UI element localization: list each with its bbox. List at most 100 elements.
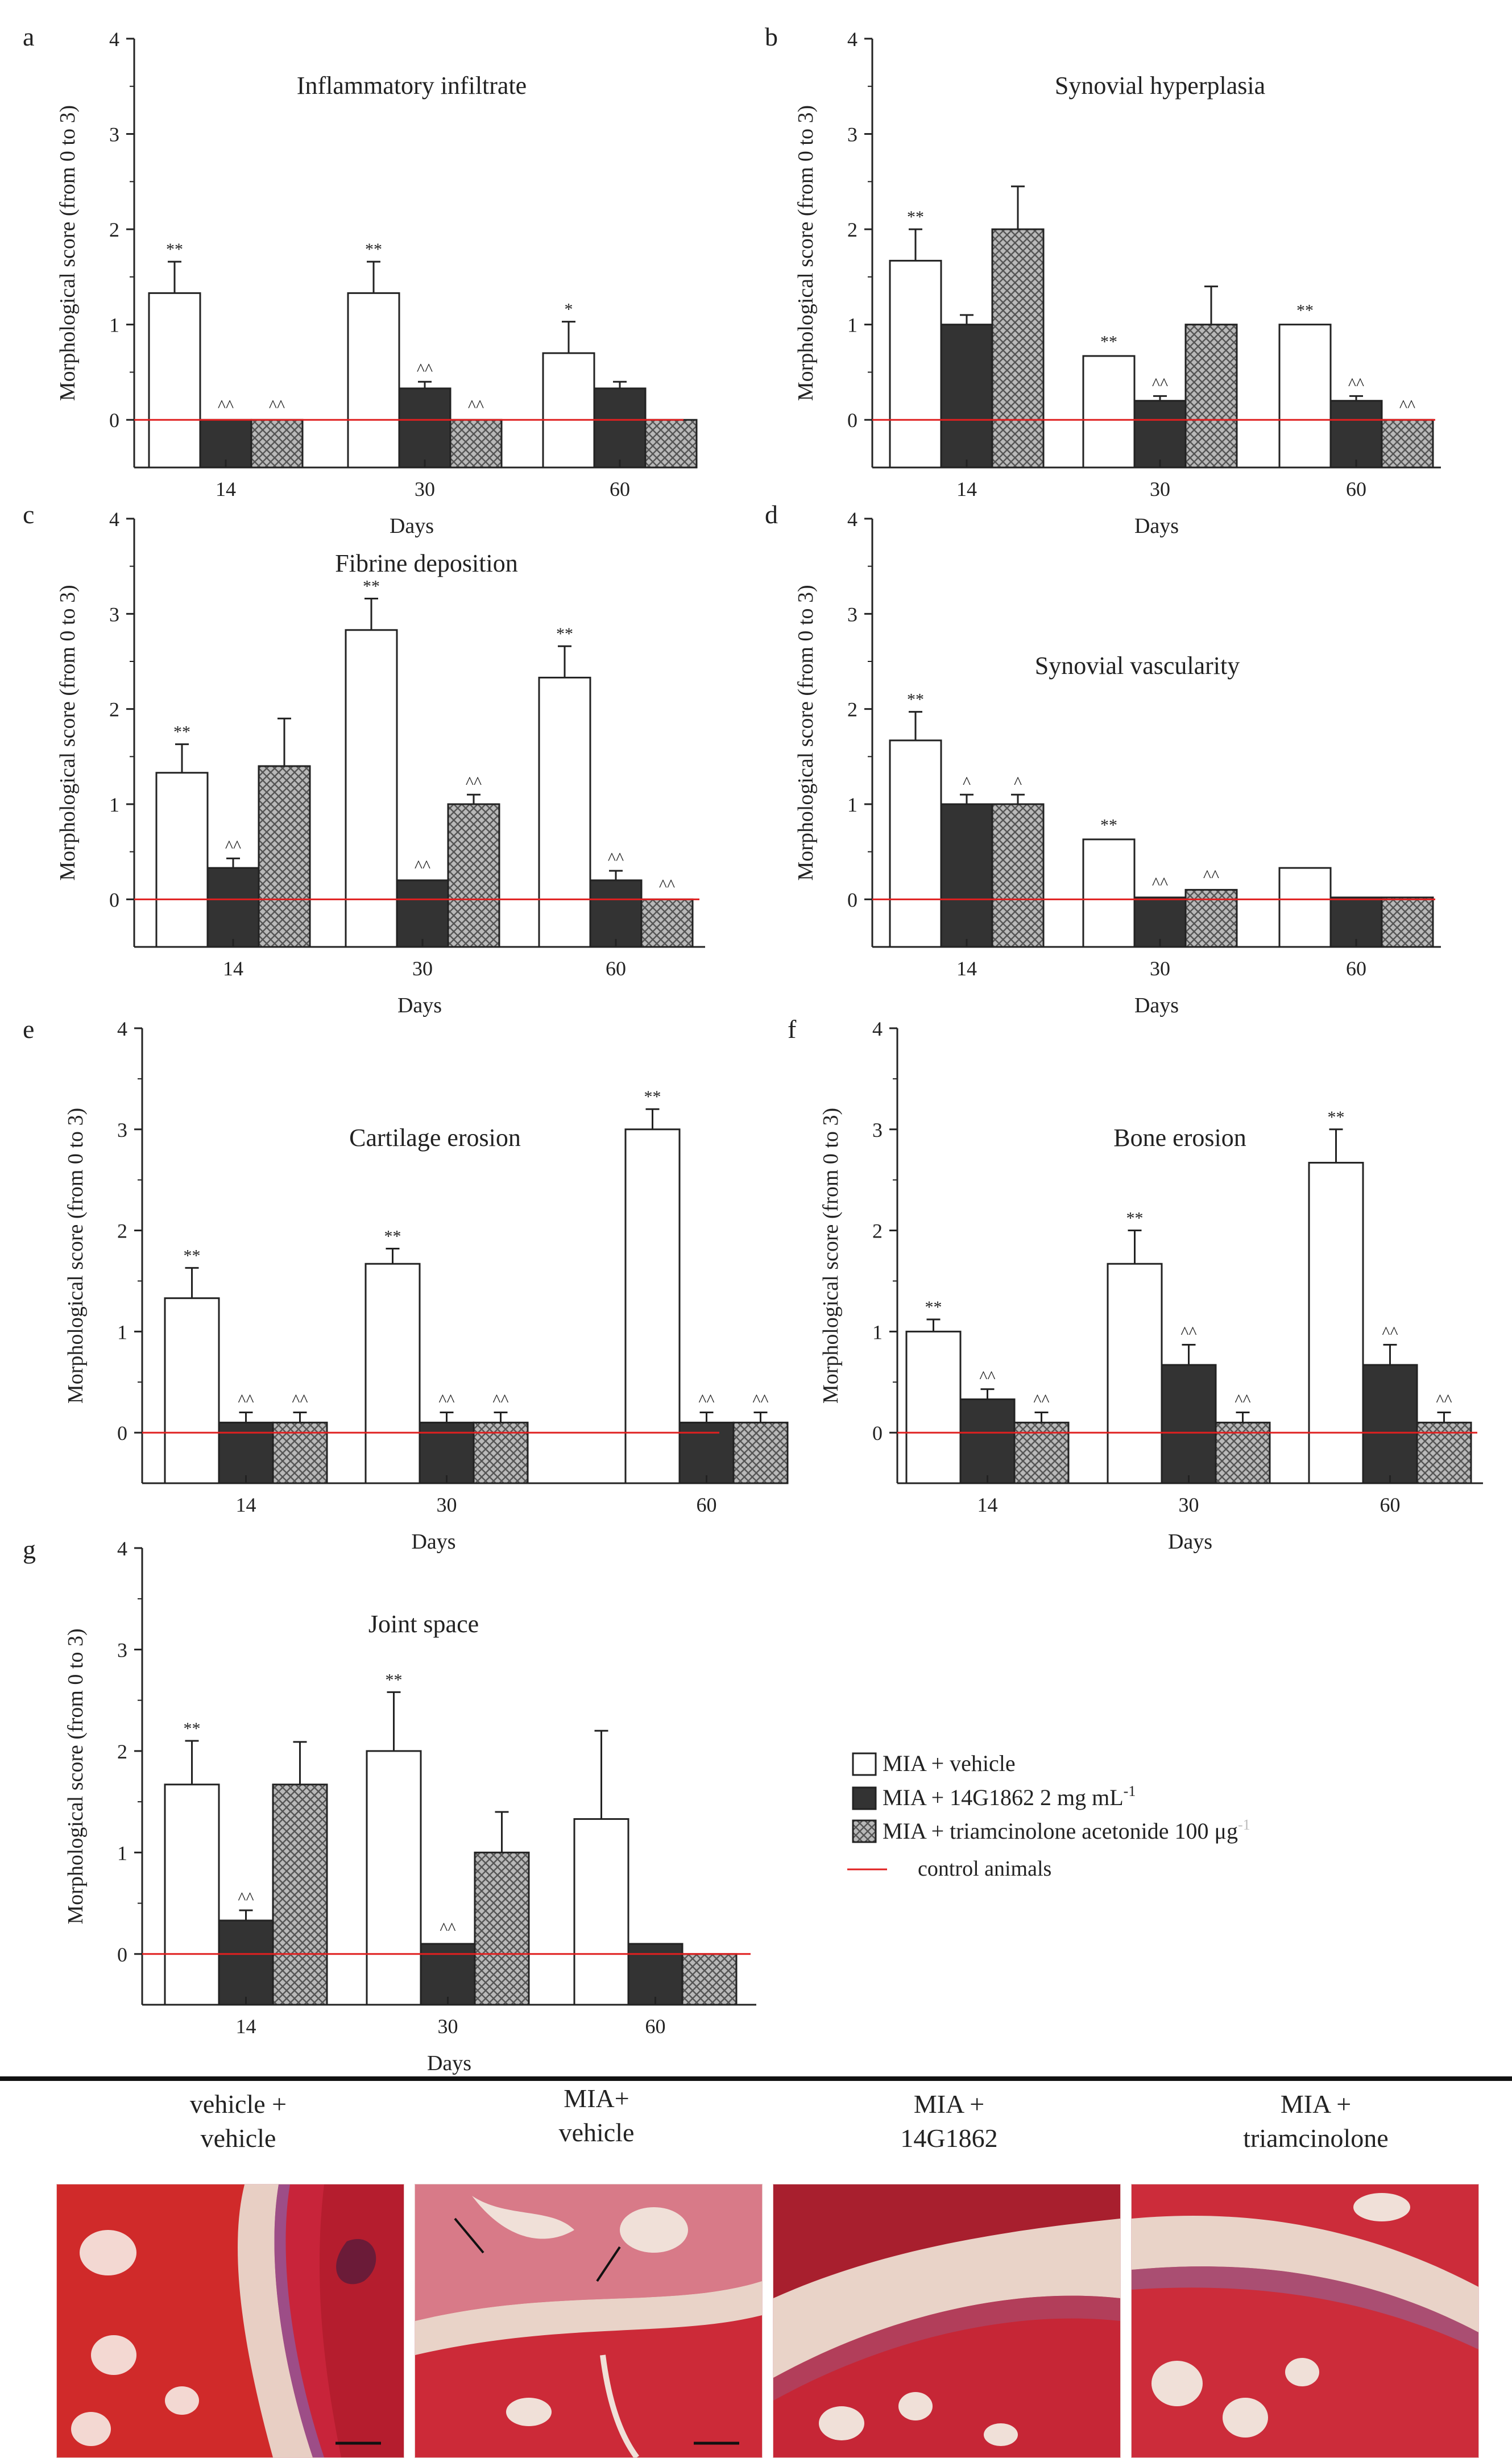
significance-mark: ^	[1014, 773, 1022, 792]
y-tick-label: 4	[117, 1537, 127, 1560]
x-axis-label: Days	[1134, 994, 1179, 1017]
panel-letter: f	[788, 1015, 797, 1044]
histology-photo-mia-triamcinolone	[1131, 2184, 1479, 2458]
bar	[419, 1421, 475, 1484]
significance-mark: ^^	[1203, 866, 1219, 885]
significance-mark: ^^	[415, 857, 430, 876]
legend: MIA + vehicle MIA + 14G1862 2 mg mL-1 MI…	[847, 1751, 1250, 1881]
legend-sup-14g1862: -1	[1124, 1783, 1136, 1799]
significance-mark: ^^	[1436, 1391, 1452, 1410]
bar	[1308, 1161, 1364, 1484]
x-tick-label: 14	[956, 478, 977, 500]
bar	[889, 739, 942, 948]
bar	[959, 1398, 1016, 1484]
panel-letter: e	[23, 1015, 34, 1044]
chart-title: Bone erosion	[1113, 1124, 1246, 1152]
bar	[164, 1784, 220, 2006]
x-tick-label: 60	[1380, 1493, 1401, 1516]
bar	[1329, 896, 1383, 948]
y-tick-label: 2	[109, 698, 119, 721]
bar	[1362, 1364, 1418, 1484]
x-tick-label: 60	[1346, 957, 1366, 980]
significance-mark: ^^	[1152, 374, 1168, 393]
y-tick-label: 0	[872, 1422, 883, 1445]
x-tick-label: 60	[1346, 478, 1366, 500]
x-tick-label: 14	[236, 2015, 256, 2038]
y-tick-label: 0	[109, 409, 119, 432]
bar	[218, 1421, 274, 1484]
x-tick-label: 14	[977, 1493, 998, 1516]
significance-mark: **	[1126, 1209, 1144, 1228]
bar	[644, 419, 698, 469]
y-tick-label: 0	[117, 1943, 127, 1966]
bar	[218, 1919, 274, 2006]
bar	[681, 1953, 738, 2006]
chart-panel-d: 0 1 2 3 4 Morphological score (from 0 to 3) Sy…	[765, 500, 1441, 1017]
bar	[364, 1263, 421, 1484]
chart-panel-a: 0 1 2 3 4 Morphological score (from 0 to 3) In…	[23, 22, 698, 538]
significance-mark: ^^	[466, 773, 482, 792]
bar	[1416, 1421, 1472, 1484]
bar	[420, 1943, 476, 2006]
significance-mark: **	[907, 690, 924, 709]
legend-label-control: control animals	[918, 1857, 1051, 1881]
significance-mark: ^^	[1152, 874, 1168, 893]
legend-sup-triamcinolone: -1	[1238, 1816, 1250, 1833]
bar	[164, 1297, 220, 1484]
x-tick-label: 30	[1150, 478, 1170, 500]
chart-title: Synovial vascularity	[1035, 652, 1240, 680]
panel-letter: c	[23, 500, 34, 529]
bar	[1082, 355, 1136, 469]
significance-mark: ^^	[659, 876, 675, 895]
y-tick-label: 1	[117, 1842, 127, 1864]
chart-panel-g: 0 1 2 3 4 Morphological score (from 0 to 3) Jo…	[23, 1535, 756, 2075]
significance-mark: **	[166, 240, 183, 259]
bar	[991, 228, 1045, 469]
y-tick-label: 1	[847, 314, 858, 337]
y-tick-label: 3	[847, 603, 858, 626]
x-axis-label: Days	[397, 994, 442, 1017]
legend-swatch-triamcinolone	[852, 1819, 877, 1843]
significance-mark: **	[384, 1227, 401, 1246]
y-tick-label: 4	[847, 508, 858, 531]
y-tick-label: 3	[872, 1119, 883, 1141]
x-tick-label: 30	[1179, 1493, 1199, 1516]
y-tick-label: 0	[847, 888, 858, 911]
y-tick-label: 2	[872, 1220, 883, 1243]
chart-title: Cartilage erosion	[349, 1124, 521, 1152]
bar	[1184, 889, 1238, 948]
bar	[345, 629, 398, 948]
y-axis-label: Morphological score (from 0 to 3)	[64, 1108, 88, 1404]
legend-swatch-14g1862	[852, 1786, 877, 1810]
y-tick-label: 2	[109, 218, 119, 241]
significance-mark: ^^	[1399, 396, 1415, 415]
significance-mark: ^^	[1348, 374, 1364, 393]
y-tick-label: 0	[117, 1422, 127, 1445]
bar	[1082, 838, 1136, 948]
significance-mark: **	[556, 624, 573, 643]
x-axis-label: Days	[427, 2051, 471, 2075]
x-tick-label: 60	[610, 478, 630, 500]
bar	[1013, 1421, 1070, 1484]
significance-mark: ^^	[608, 849, 624, 868]
significance-mark: ^^	[752, 1391, 768, 1410]
x-tick-label: 30	[412, 957, 433, 980]
bar	[347, 292, 400, 469]
chart-title: Synovial hyperplasia	[1055, 72, 1265, 100]
chart-panel-e: 0 1 2 3 4 Morphological score (from 0 to 3) Ca…	[23, 1015, 789, 1554]
bar	[678, 1421, 735, 1484]
significance-mark: ^^	[979, 1368, 995, 1387]
y-axis-label: Morphological score (from 0 to 3)	[64, 1628, 88, 1924]
significance-mark: **	[925, 1298, 942, 1317]
x-axis-label: Days	[390, 514, 434, 538]
significance-mark: **	[1100, 816, 1117, 835]
bar	[272, 1784, 328, 2006]
significance-mark: **	[173, 723, 190, 742]
bar	[1381, 419, 1434, 469]
x-tick-label: 30	[415, 478, 435, 500]
bar	[250, 419, 304, 469]
y-tick-label: 1	[847, 793, 858, 816]
histology-photo-mia-14g1862	[773, 2184, 1121, 2458]
significance-mark: **	[907, 208, 924, 226]
significance-mark: ^^	[417, 360, 433, 379]
